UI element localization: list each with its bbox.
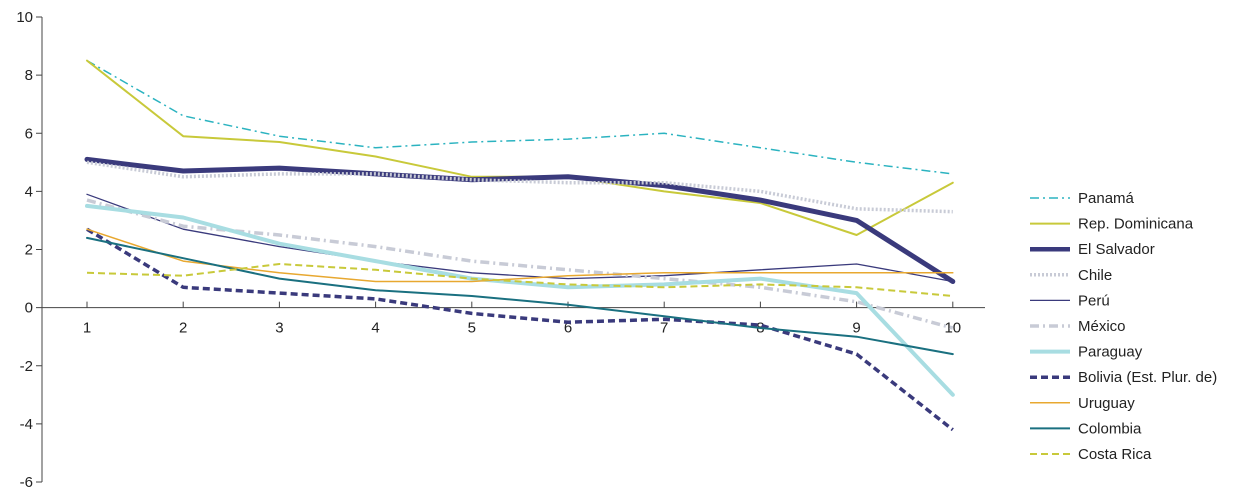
series-line-1 [86,59,954,236]
legend-label: Uruguay [1078,395,1135,412]
x-tick-label: 2 [179,320,187,337]
legend-label: Paraguay [1078,344,1143,361]
legend: Panamá Rep. Dominicana El Salvador Chile Per… [1030,190,1217,463]
legend-label: Bolivia (Est. Plur. de) [1078,369,1217,386]
x-tick-label: 10 [944,320,961,337]
y-tick-label: 2 [25,242,33,259]
y-tick-label: -6 [20,474,33,490]
series-line-3 [86,160,953,214]
series-line-9 [86,236,954,356]
legend-label: Rep. Dominicana [1078,216,1194,233]
series-lines [84,59,956,432]
x-tick-label: 5 [468,320,476,337]
legend-label: Panamá [1078,190,1135,207]
series-line-5 [86,198,954,330]
y-tick-label: 10 [16,9,33,26]
legend-label: Colombia [1078,420,1142,437]
series-line-2 [84,156,956,284]
legend-label: Perú [1078,292,1110,309]
series-line-0 [86,59,953,175]
x-tick-label: 4 [371,320,379,337]
y-tick-label: -2 [20,358,33,375]
x-tick-label: 3 [275,320,283,337]
y-tick-label: 0 [25,300,33,317]
series-line-8 [86,228,954,283]
y-tick-label: -4 [20,416,33,433]
x-tick-label: 1 [83,320,91,337]
series-line-4 [86,193,954,283]
x-tick-label: 6 [564,320,572,337]
x-tick-label: 9 [852,320,860,337]
x-tick-label: 7 [660,320,668,337]
legend-label: Chile [1078,267,1112,284]
series-line-6 [85,203,955,397]
series-line-7 [86,227,954,432]
y-tick-label: 8 [25,67,33,84]
legend-label: México [1078,318,1126,335]
y-tick-label: 6 [25,125,33,142]
legend-label: El Salvador [1078,241,1155,258]
series-line-10 [86,263,953,297]
legend-label: Costa Rica [1078,446,1152,463]
y-tick-label: 4 [25,183,33,200]
